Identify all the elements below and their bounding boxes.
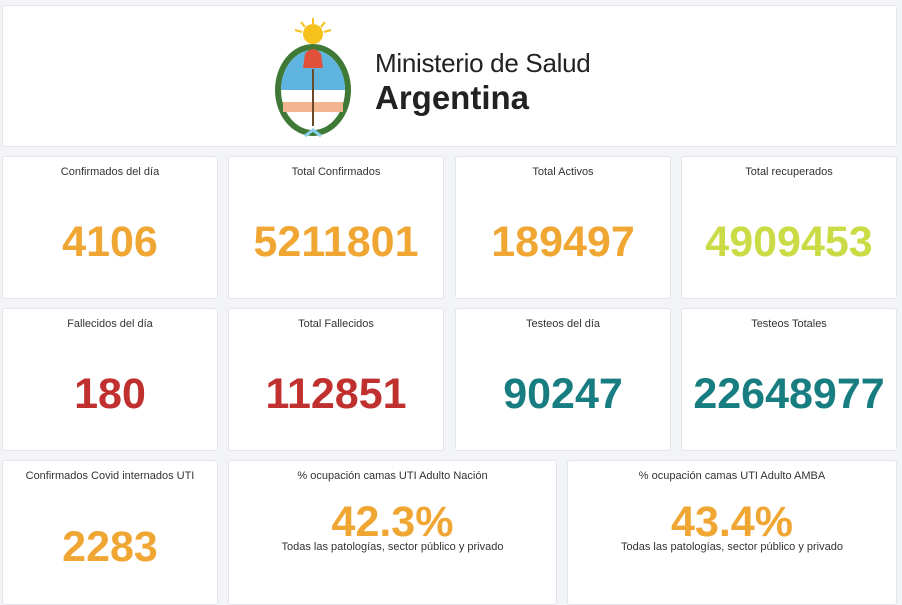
- stat-card: Total Activos 189497: [455, 156, 671, 299]
- stat-value: 42.3%: [331, 498, 454, 546]
- stat-card: % ocupación camas UTI Adulto Nación 42.3…: [228, 460, 557, 605]
- stat-value: 2283: [62, 523, 158, 571]
- ministry-name: Ministerio de Salud: [375, 48, 591, 78]
- country-name: Argentina: [375, 79, 530, 116]
- stat-subtitle: Todas las patologías, sector público y p…: [621, 541, 843, 553]
- stat-title: Total recuperados: [745, 166, 833, 178]
- stat-value: 5211801: [253, 218, 419, 266]
- stat-card: Confirmados Covid internados UTI 2283: [2, 460, 218, 605]
- stat-card: Total recuperados 4909453: [681, 156, 897, 299]
- stat-value: 43.4%: [671, 498, 793, 546]
- stat-title: Total Activos: [532, 166, 594, 178]
- stat-card: Confirmados del día 4106: [2, 156, 218, 299]
- stat-value: 180: [74, 370, 146, 418]
- stat-title: % ocupación camas UTI Adulto Nación: [297, 470, 488, 482]
- stat-card: Testeos del día 90247: [455, 308, 671, 451]
- stat-value: 4106: [62, 218, 158, 266]
- stat-title: Confirmados del día: [60, 166, 160, 178]
- stat-title: Confirmados Covid internados UTI: [25, 470, 195, 482]
- stat-title: Testeos Totales: [751, 318, 827, 330]
- stat-card: Total Fallecidos 112851: [228, 308, 444, 451]
- stat-card: Fallecidos del día 180: [2, 308, 218, 451]
- argentina-coat-of-arms-logo: [275, 18, 351, 138]
- stat-subtitle: Todas las patologías, sector público y p…: [281, 541, 504, 553]
- stat-card: Total Confirmados 5211801: [228, 156, 444, 299]
- stat-title: Fallecidos del día: [67, 318, 153, 330]
- stat-value: 189497: [491, 218, 635, 266]
- stat-value: 112851: [265, 370, 407, 418]
- stat-title: Total Fallecidos: [298, 318, 374, 330]
- stat-title: % ocupación camas UTI Adulto AMBA: [638, 470, 826, 482]
- stat-title: Testeos del día: [526, 318, 600, 330]
- header-banner: Ministerio de Salud Argentina: [2, 5, 897, 147]
- stat-value: 22648977: [693, 370, 885, 418]
- stat-value: 4909453: [705, 218, 873, 266]
- stat-card: Testeos Totales 22648977: [681, 308, 897, 451]
- stat-card: % ocupación camas UTI Adulto AMBA 43.4% T…: [567, 460, 897, 605]
- stat-value: 90247: [503, 370, 623, 418]
- stat-title: Total Confirmados: [291, 166, 381, 178]
